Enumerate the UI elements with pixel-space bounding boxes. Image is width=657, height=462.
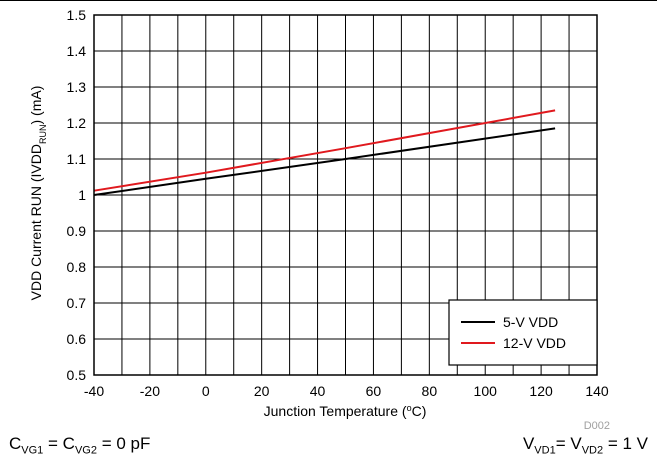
x-tick-label: -40	[84, 383, 104, 399]
y-tick-label: 1	[78, 187, 86, 203]
x-tick-label: 0	[202, 383, 210, 399]
chart: 0.5 0.6 0.7 0.8 0.9 1 1.1 1.2 1.3 1.4 1.5 -40 -20 0 2…	[28, 7, 610, 430]
y-tick-label: 0.6	[67, 331, 87, 347]
y-tick-label: 0.8	[67, 259, 87, 275]
y-tick-label: 1.3	[67, 79, 87, 95]
plot-frame	[93, 14, 598, 376]
series-group	[93, 109, 556, 196]
x-tick-label: 40	[310, 383, 326, 399]
condition-capacitance: CVG1 = CVG2 = 0 pF	[9, 434, 151, 457]
x-tick-label: 100	[474, 383, 498, 399]
y-tick-label: 1.4	[67, 43, 87, 59]
y-tick-labels: 0.5 0.6 0.7 0.8 0.9 1 1.1 1.2 1.3 1.4 1.5	[67, 7, 87, 383]
x-tick-label: 80	[422, 383, 438, 399]
figure-id-annotation: D002	[584, 420, 610, 430]
x-tick-label: -20	[140, 383, 160, 399]
condition-voltage: VVD1= VVD2 = 1 V	[522, 434, 648, 457]
legend-label: 12-V VDD	[503, 335, 566, 351]
x-tick-label: 140	[585, 383, 609, 399]
y-tick-label: 1.5	[67, 7, 87, 23]
legend: 5-V VDD 12-V VDD	[448, 299, 598, 366]
series-line	[93, 109, 556, 192]
y-tick-label: 0.7	[67, 295, 87, 311]
y-axis-label: VDD Current RUN (IVDDRUN) (mA)	[28, 86, 48, 301]
legend-label: 5-V VDD	[503, 314, 558, 330]
grid	[93, 14, 598, 376]
x-tick-label: 60	[366, 383, 382, 399]
x-tick-label: 120	[529, 383, 553, 399]
y-tick-label: 0.5	[67, 367, 87, 383]
y-tick-label: 1.1	[67, 151, 87, 167]
y-tick-label: 1.2	[67, 115, 87, 131]
x-tick-labels: -40 -20 0 20 40 60 80 100 120 140	[84, 383, 609, 399]
x-tick-label: 20	[254, 383, 270, 399]
y-tick-label: 0.9	[67, 223, 87, 239]
top-rule	[0, 0, 657, 1]
x-axis-label: Junction Temperature (oC)	[264, 403, 427, 419]
series-line	[93, 127, 556, 196]
